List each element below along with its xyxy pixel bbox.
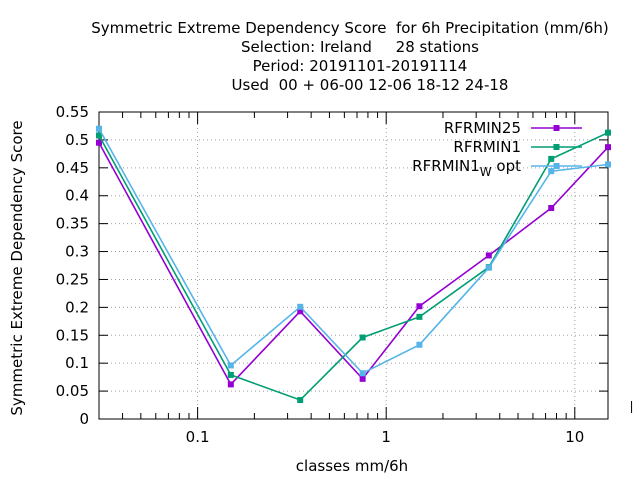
data-point xyxy=(485,264,492,271)
data-point xyxy=(227,362,234,369)
data-point xyxy=(297,303,304,310)
y-tick-label: 0.35 xyxy=(56,215,89,233)
x-axis-label: classes mm/6h xyxy=(296,457,408,475)
series-line-1 xyxy=(98,142,609,386)
series xyxy=(96,125,611,404)
title-line-4: Used 00 + 06-00 12-06 18-12 24-18 xyxy=(232,76,509,94)
data-point xyxy=(359,334,366,341)
legend-marker-1 xyxy=(553,125,560,131)
legend-label-3: RFRMIN1W opt xyxy=(412,157,521,179)
title-line-2: Selection: Ireland 28 stations xyxy=(241,38,479,56)
y-tick-label: 0.15 xyxy=(56,326,89,344)
y-tick-label: 0.3 xyxy=(65,243,89,261)
x-tick-label: 1 xyxy=(381,428,391,446)
data-point xyxy=(96,139,102,146)
data-point xyxy=(96,132,102,139)
legend-label-1: RFRMIN25 xyxy=(444,119,521,137)
legend-label-2: RFRMIN1 xyxy=(453,138,521,156)
data-point xyxy=(297,397,304,404)
data-point xyxy=(359,370,366,377)
y-tick-label: 0.25 xyxy=(56,270,89,288)
series-line-3 xyxy=(98,128,609,375)
y-tick-label: 0.05 xyxy=(56,382,89,400)
data-point xyxy=(548,168,555,175)
data-point xyxy=(548,155,555,162)
chart-title: Symmetric Extreme Dependency Score for 6… xyxy=(91,19,609,94)
grid xyxy=(99,112,608,419)
data-point xyxy=(297,308,304,315)
data-point xyxy=(485,252,492,259)
x-tick-label: 0.1 xyxy=(186,428,210,446)
title-line-1: Symmetric Extreme Dependency Score for 6… xyxy=(91,19,609,37)
y-tick-label: 0.55 xyxy=(56,103,89,121)
data-point xyxy=(605,161,611,168)
data-point xyxy=(416,303,423,310)
x-tick-label: 10 xyxy=(565,428,584,446)
y-tick-label: 0.1 xyxy=(65,354,89,372)
series-line-2 xyxy=(98,131,609,401)
data-point xyxy=(416,341,423,348)
data-point xyxy=(416,313,423,320)
legend-marker-2 xyxy=(553,144,560,150)
data-point xyxy=(605,144,611,151)
y-tick-label: 0.4 xyxy=(65,187,89,205)
legend-marker-3 xyxy=(553,163,560,169)
data-point xyxy=(227,371,234,378)
data-point xyxy=(359,375,366,382)
y-tick-label: 0.45 xyxy=(56,159,89,177)
data-point xyxy=(227,381,234,388)
ticks: 0 0.05 0.1 0.15 0.2 0.25 0.3 0.35 0.4 0.45 0.5 0.55… xyxy=(56,103,633,446)
data-point xyxy=(96,125,102,132)
data-point xyxy=(605,129,611,136)
y-axis-label: Symmetric Extreme Dependency Score xyxy=(8,120,26,415)
axes xyxy=(98,111,609,420)
plot-frame xyxy=(98,111,609,420)
title-line-3: Period: 20191101-20191114 xyxy=(253,57,468,75)
y-tick-label: 0.2 xyxy=(65,298,89,316)
y-tick-label: 0 xyxy=(79,410,89,428)
y-tick-label: 0.5 xyxy=(65,131,89,149)
data-point xyxy=(548,205,555,212)
